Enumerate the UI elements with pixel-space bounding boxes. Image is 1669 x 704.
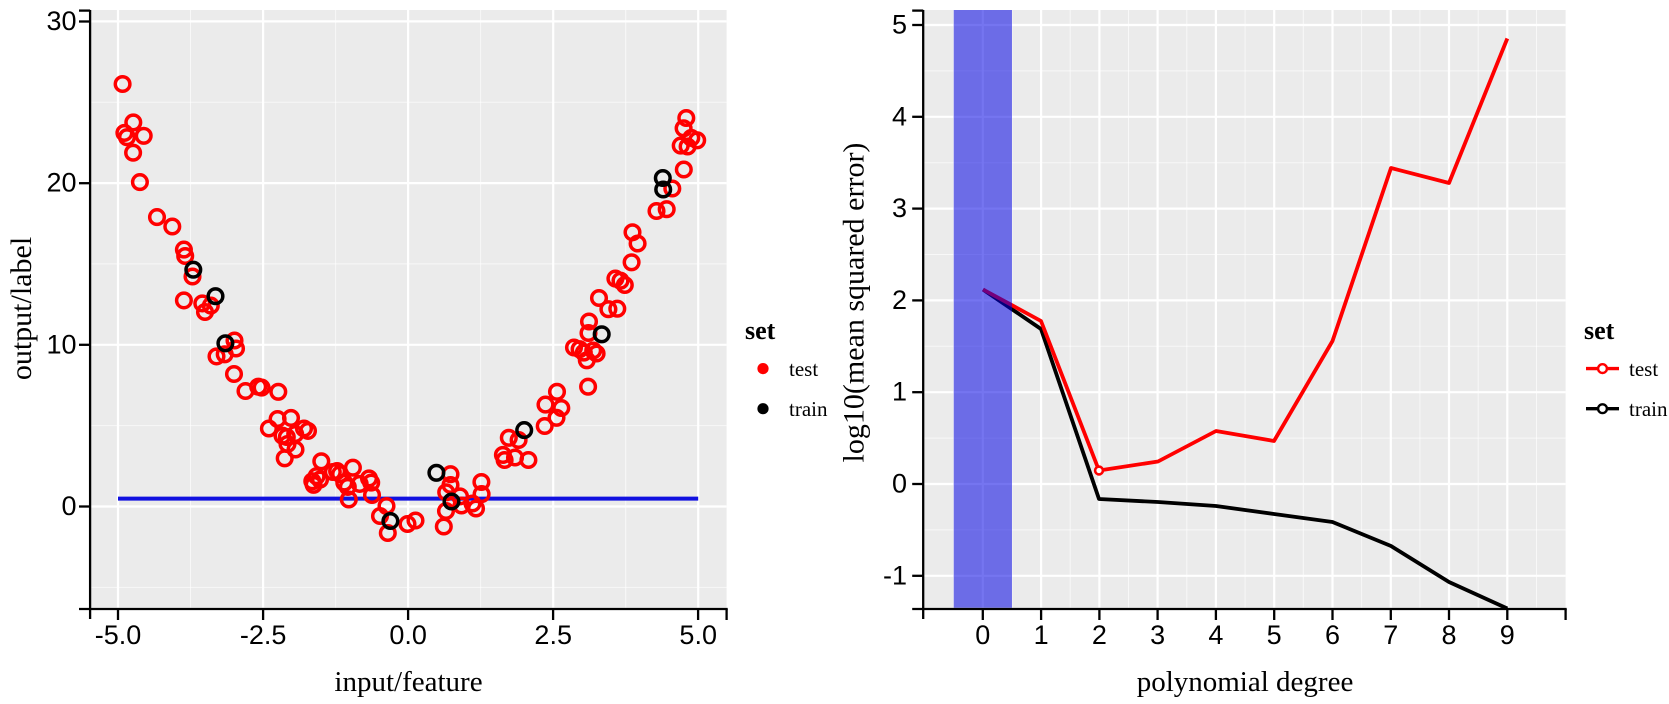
- svg-text:20: 20: [46, 168, 76, 198]
- svg-text:4: 4: [892, 101, 907, 131]
- svg-text:5.0: 5.0: [679, 620, 717, 650]
- svg-text:0: 0: [61, 491, 76, 521]
- svg-text:30: 30: [46, 6, 76, 36]
- svg-text:6: 6: [1325, 620, 1340, 650]
- svg-text:-5.0: -5.0: [95, 620, 142, 650]
- svg-text:0: 0: [975, 620, 990, 650]
- svg-text:train: train: [789, 397, 828, 421]
- svg-text:input/feature: input/feature: [334, 666, 482, 698]
- svg-text:set: set: [1584, 316, 1615, 345]
- svg-text:0.0: 0.0: [389, 620, 427, 650]
- svg-text:1: 1: [892, 377, 907, 407]
- svg-text:set: set: [745, 316, 776, 345]
- svg-text:1: 1: [1034, 620, 1049, 650]
- svg-text:test: test: [789, 357, 818, 381]
- svg-text:4: 4: [1208, 620, 1223, 650]
- svg-text:output/label: output/label: [5, 237, 38, 380]
- svg-text:5: 5: [1267, 620, 1282, 650]
- svg-text:3: 3: [892, 193, 907, 223]
- svg-text:8: 8: [1441, 620, 1456, 650]
- svg-text:log10(mean squared error): log10(mean squared error): [838, 143, 871, 463]
- svg-text:7: 7: [1383, 620, 1398, 650]
- svg-text:0: 0: [892, 469, 907, 499]
- svg-text:-2.5: -2.5: [240, 620, 287, 650]
- svg-text:3: 3: [1150, 620, 1165, 650]
- svg-text:-1: -1: [883, 560, 907, 590]
- svg-text:2.5: 2.5: [534, 620, 572, 650]
- svg-text:polynomial degree: polynomial degree: [1137, 666, 1354, 698]
- svg-text:10: 10: [46, 329, 76, 359]
- svg-text:9: 9: [1500, 620, 1515, 650]
- svg-text:2: 2: [892, 285, 907, 315]
- svg-text:5: 5: [892, 10, 907, 40]
- svg-text:test: test: [1629, 357, 1658, 381]
- svg-text:train: train: [1629, 397, 1668, 421]
- svg-text:2: 2: [1092, 620, 1107, 650]
